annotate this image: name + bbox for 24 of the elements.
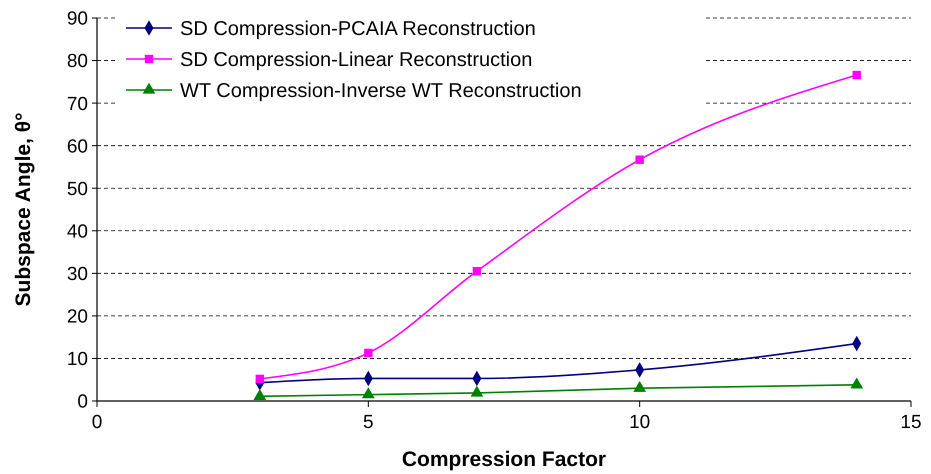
legend-label: SD Compression-Linear Reconstruction <box>180 49 532 71</box>
x-tick-label: 5 <box>363 412 374 433</box>
point <box>852 70 861 80</box>
y-axis-title: Subspace Angle, θ° <box>12 112 35 307</box>
y-tick-label: 70 <box>66 94 88 115</box>
y-tick-label: 10 <box>66 349 88 370</box>
legend-label: SD Compression-PCAIA Reconstruction <box>180 18 536 40</box>
point <box>635 156 644 164</box>
y-tick-label: 80 <box>66 51 88 72</box>
point <box>256 374 264 384</box>
y-tick-label: 20 <box>66 306 88 328</box>
y-tick-label: 90 <box>66 8 88 30</box>
y-tick-label: 0 <box>77 392 88 413</box>
y-tick-label: 40 <box>66 221 88 242</box>
point <box>364 348 373 358</box>
legend-label: WT Compression-Inverse WT Reconstruction <box>180 80 582 102</box>
y-tick-label: 60 <box>66 136 88 158</box>
x-tick-label: 15 <box>900 412 922 433</box>
x-tick-label: 0 <box>92 412 102 433</box>
y-tick-label: 50 <box>66 178 88 200</box>
y-tick-label: 30 <box>66 264 88 285</box>
point <box>472 267 482 276</box>
x-axis-title: Compression Factor <box>402 448 606 471</box>
x-tick-label: 10 <box>629 412 650 433</box>
